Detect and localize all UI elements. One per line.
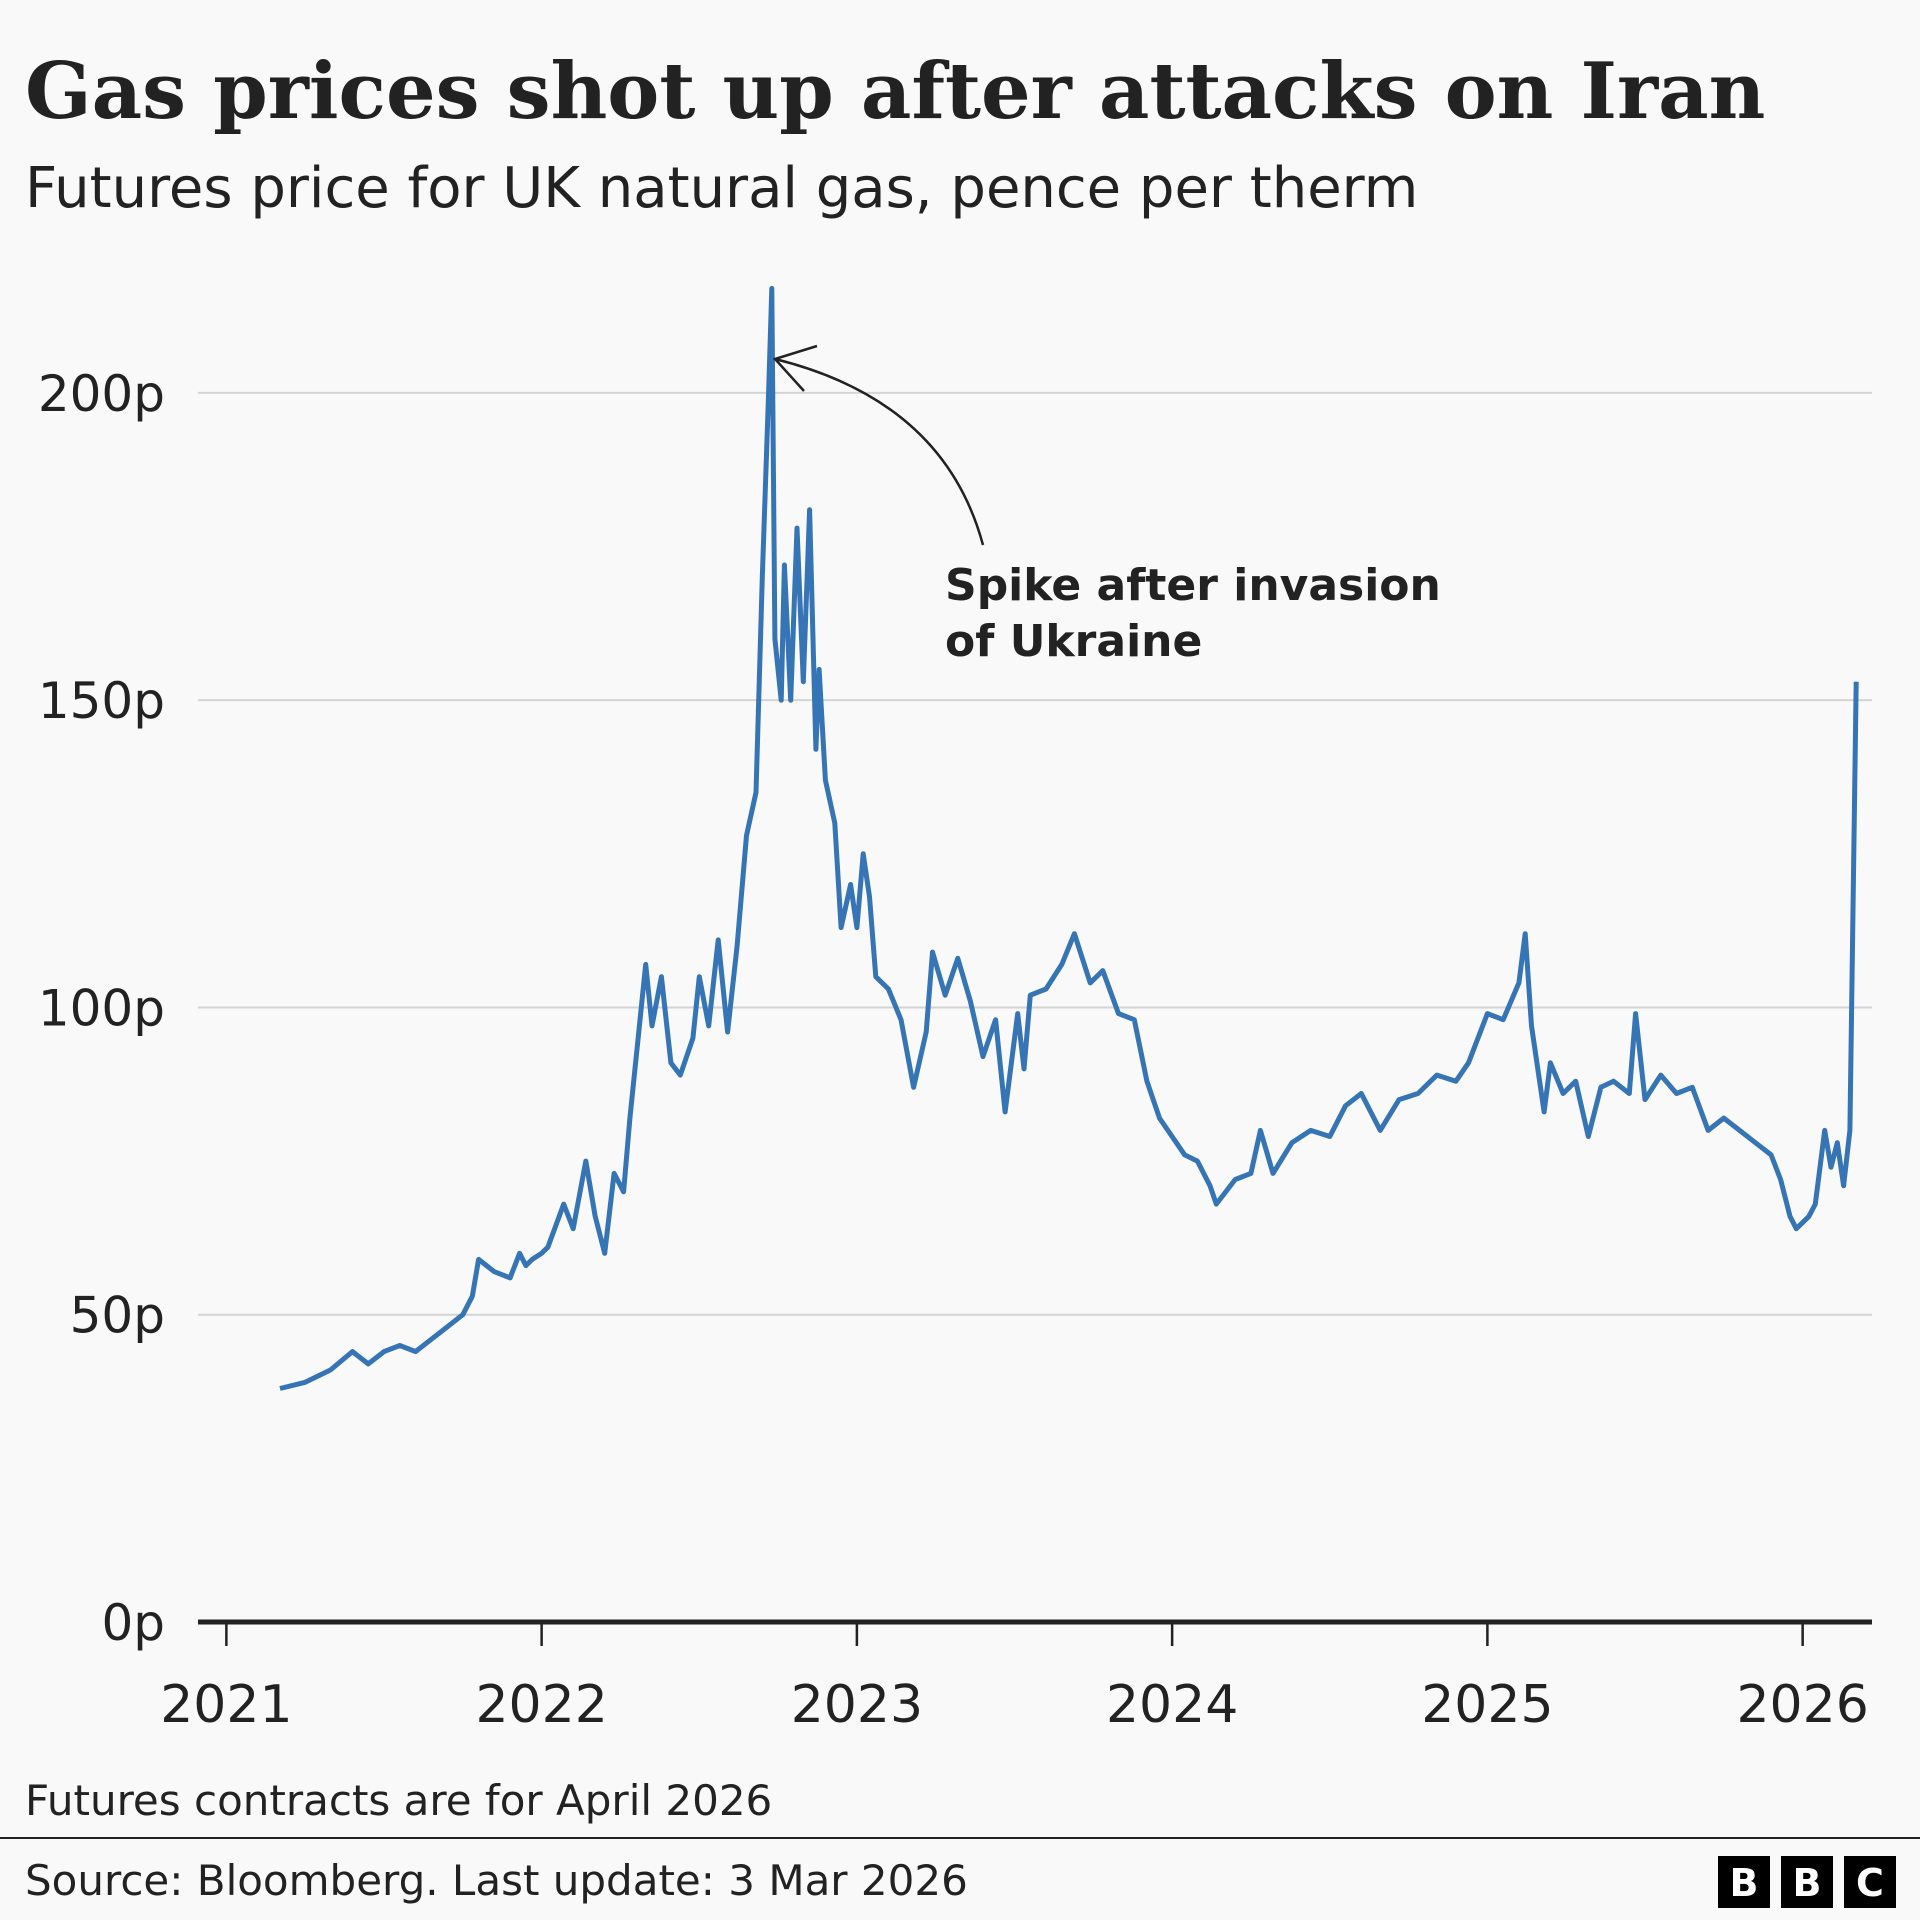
y-tick-label: 50p [70,1287,165,1345]
annotation-arrowhead [772,344,818,392]
y-tick-label: 0p [101,1594,165,1652]
x-tick-label: 2026 [1736,1675,1868,1735]
x-tick-label: 2022 [475,1675,607,1735]
note: Futures contracts are for April 2026 [25,1776,772,1825]
chart-title: Gas prices shot up after attacks on Iran [25,46,1765,137]
logo-box [1844,1856,1896,1908]
x-tick-label: 2024 [1106,1675,1238,1735]
logo-letter: B [1793,1861,1822,1905]
x-tick-label: 2025 [1421,1675,1553,1735]
source: Source: Bloomberg. Last update: 3 Mar 20… [25,1856,968,1905]
logo-letter: B [1730,1861,1759,1905]
y-tick-label: 100p [38,979,165,1037]
chart-subtitle: Futures price for UK natural gas, pence … [25,156,1418,221]
x-tick-label: 2023 [791,1675,923,1735]
y-tick-label: 200p [38,365,165,423]
annotation: Spike after invasion [945,560,1441,611]
logo-box [1718,1856,1770,1908]
logo-box [1781,1856,1833,1908]
y-tick-label: 150p [38,672,165,730]
logo-letter: C [1856,1861,1884,1905]
annotation: of Ukraine [945,616,1202,667]
line-series [279,285,1859,1391]
plot-area: 0p 50p 100p 150p 200p 2021 2022 2023 2024 2025 202… [38,285,1872,1735]
annotation-arrow [774,357,985,546]
x-tick-label: 2021 [160,1675,292,1735]
